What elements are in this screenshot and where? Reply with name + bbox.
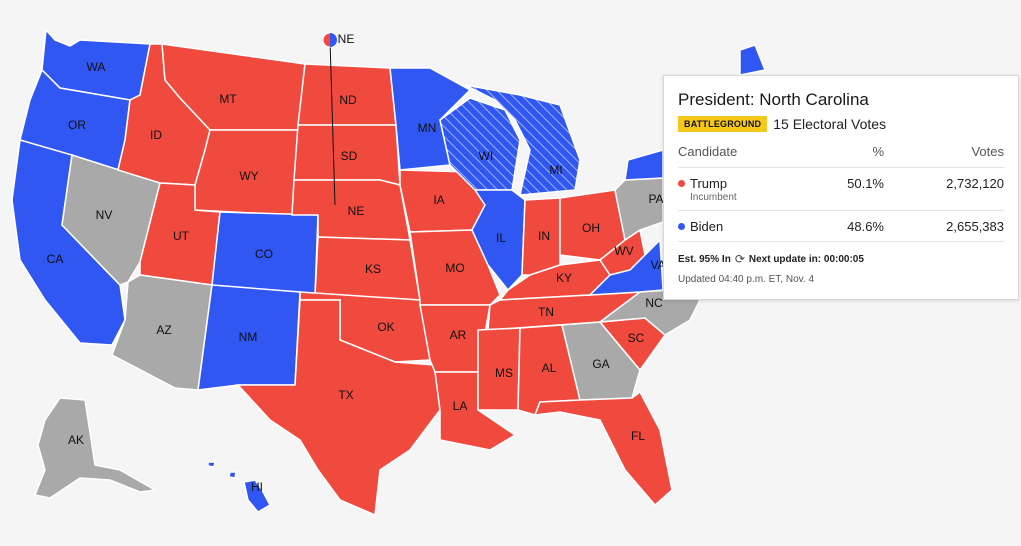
label-tn: TN [538,305,554,319]
label-mo: MO [445,261,464,275]
results-table-header: Candidate % Votes [678,144,1004,168]
label-tx: TX [338,388,353,402]
label-or: OR [68,118,86,132]
label-ca: CA [47,252,64,266]
label-nv: NV [96,208,113,222]
label-mn: MN [418,121,437,135]
label-wy: WY [239,169,258,183]
state-results-card: President: North Carolina BATTLEGROUND 1… [663,75,1019,300]
state-wi[interactable] [439,97,521,191]
label-ky: KY [556,271,572,285]
label-ms: MS [495,366,513,380]
header-pct: % [872,144,884,159]
label-al: AL [542,361,557,375]
candidate-line: Biden [678,219,818,234]
ne-split-leader-line [329,39,336,206]
candidate-cell: Biden [678,219,818,234]
header-votes: Votes [971,144,1004,159]
candidate-cell: Trump Incumbent [678,176,818,203]
state-tx[interactable] [236,299,441,517]
state-northeast-edge[interactable] [624,149,664,181]
state-fl[interactable] [533,390,673,507]
label-co: CO [255,247,273,261]
state-va[interactable] [588,238,664,296]
label-mt: MT [219,92,237,106]
state-mi[interactable] [464,84,581,196]
state-labels: WA OR CA NV ID MT WY UT CO AZ NM ND SD N… [47,60,666,494]
label-az: AZ [156,323,171,337]
label-ks: KS [365,262,381,276]
label-nm: NM [239,330,258,344]
label-wi: WI [479,149,494,163]
refresh-icon[interactable]: ⟳ [734,252,745,266]
label-pa: PA [648,192,663,206]
label-ar: AR [450,328,467,342]
candidate-votes: 2,655,383 [946,219,1004,234]
candidate-votes: 2,732,120 [946,176,1004,191]
est-in: Est. 95% In [678,253,731,265]
label-fl: FL [631,429,645,443]
header-candidate: Candidate [678,144,738,159]
candidate-name: Biden [690,219,724,234]
label-ga: GA [592,357,609,371]
label-wv: WV [614,244,633,258]
state-ak[interactable] [33,397,158,499]
ne-split-label: NE [338,32,355,46]
label-hi: HI [251,480,263,494]
label-ut: UT [173,229,190,243]
state-ga[interactable] [561,321,641,401]
dem-dot-icon [678,223,685,230]
card-title: President: North Carolina [678,90,869,109]
electoral-votes: 15 Electoral Votes [773,116,887,132]
candidate-line: Trump [678,176,818,191]
label-ia: IA [433,193,444,207]
candidate-name: Trump [690,176,728,191]
label-id: ID [150,128,162,142]
next-update: Next update in: 00:00:05 [748,253,864,265]
label-wa: WA [87,60,106,74]
label-nc: NC [645,296,663,310]
battleground-badge: BATTLEGROUND [678,116,768,132]
table-row: Biden 48.6% 2,655,383 [678,211,1004,242]
label-ne: NE [348,204,365,218]
state-hi[interactable] [207,461,272,513]
label-la: LA [453,399,468,413]
label-ok: OK [377,320,394,334]
estimate-row: Est. 95% In ⟳ Next update in: 00:00:05 [678,252,1004,266]
state-maine-edge[interactable] [739,44,767,76]
candidate-pct: 48.6% [847,219,884,234]
candidate-pct: 50.1% [847,176,884,191]
table-row: Trump Incumbent 50.1% 2,732,120 [678,168,1004,211]
label-ak: AK [68,433,84,447]
label-sc: SC [628,331,645,345]
updated-time: Updated 04:40 p.m. ET, Nov. 4 [678,274,815,285]
label-il: IL [496,231,506,245]
race-meta-row: BATTLEGROUND 15 Electoral Votes [678,116,1004,132]
ne-split-marker-dem-half [330,33,337,47]
rep-dot-icon [678,180,685,187]
incumbent-label: Incumbent [690,192,737,203]
label-nd: ND [339,93,357,107]
label-va: VA [650,258,665,272]
label-mi: MI [549,163,562,177]
label-oh: OH [582,221,600,235]
label-in: IN [538,229,550,243]
label-sd: SD [341,149,358,163]
